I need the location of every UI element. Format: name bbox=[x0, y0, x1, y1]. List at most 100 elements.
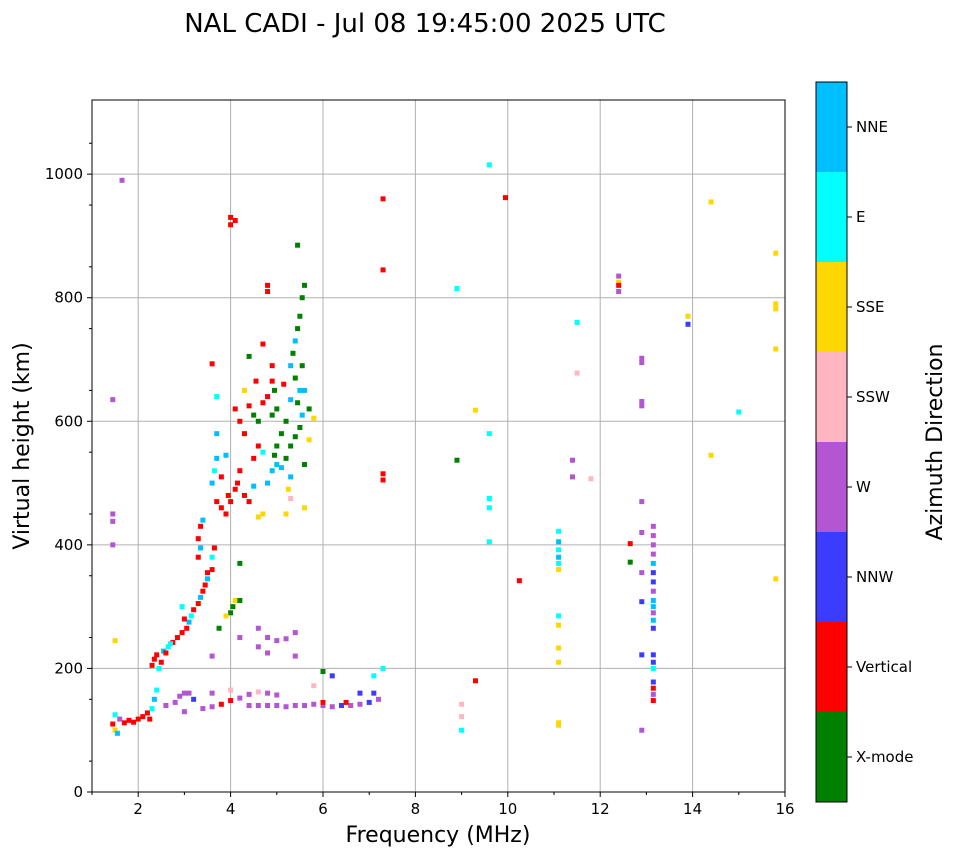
x-tick-label: 12 bbox=[591, 800, 610, 818]
echo-point bbox=[110, 721, 116, 727]
echo-point bbox=[211, 468, 217, 474]
echo-point bbox=[269, 468, 275, 474]
echo-point bbox=[251, 412, 257, 418]
echo-point bbox=[255, 689, 261, 695]
echo-point bbox=[214, 499, 220, 505]
echo-point bbox=[639, 599, 645, 605]
echo-point bbox=[265, 635, 271, 641]
echo-point bbox=[237, 597, 243, 603]
echo-point bbox=[486, 431, 492, 437]
echo-point bbox=[472, 407, 478, 413]
echo-point bbox=[375, 696, 381, 702]
x-tick-label: 10 bbox=[498, 800, 517, 818]
echo-point bbox=[556, 659, 562, 665]
echo-point bbox=[251, 483, 257, 489]
echo-point bbox=[320, 669, 326, 675]
echo-point bbox=[110, 511, 116, 517]
echo-point bbox=[265, 703, 271, 708]
echo-point bbox=[650, 625, 656, 631]
echo-point bbox=[230, 604, 236, 610]
x-tick-label: 14 bbox=[683, 800, 702, 818]
echo-point bbox=[214, 431, 220, 437]
echo-point bbox=[588, 476, 594, 482]
echo-point bbox=[650, 665, 656, 671]
echo-point bbox=[329, 673, 335, 679]
echo-point bbox=[616, 289, 622, 295]
echo-point bbox=[251, 455, 257, 461]
echo-point bbox=[265, 282, 271, 288]
echo-point bbox=[639, 399, 645, 405]
echo-point bbox=[650, 610, 656, 616]
echo-point bbox=[265, 650, 271, 656]
echo-point bbox=[131, 719, 137, 725]
echo-point bbox=[773, 306, 779, 312]
echo-point bbox=[237, 468, 243, 474]
y-axis-ticks: 0 200 400 600 800 1000 bbox=[45, 142, 92, 801]
echo-point bbox=[357, 701, 363, 707]
colorbar-label: E bbox=[856, 208, 865, 226]
echo-point bbox=[472, 678, 478, 684]
chart-title: NAL CADI - Jul 08 19:45:00 2025 UTC bbox=[184, 9, 666, 39]
echo-point bbox=[311, 701, 317, 707]
colorbar-label: SSW bbox=[856, 388, 890, 406]
echo-point bbox=[237, 635, 243, 641]
echo-point bbox=[650, 679, 656, 685]
echo-point bbox=[218, 474, 224, 480]
data-points bbox=[110, 162, 779, 736]
echo-point bbox=[556, 622, 562, 628]
echo-point bbox=[650, 588, 656, 594]
echo-point bbox=[260, 449, 266, 455]
echo-point bbox=[556, 722, 562, 728]
echo-point bbox=[627, 541, 633, 547]
echo-point bbox=[306, 406, 312, 412]
echo-point bbox=[306, 437, 312, 443]
echo-point bbox=[288, 363, 294, 369]
echo-point bbox=[218, 701, 224, 707]
echo-point bbox=[186, 690, 192, 696]
echo-point bbox=[228, 214, 234, 220]
echo-point bbox=[302, 462, 308, 468]
echo-point bbox=[174, 635, 180, 641]
echo-point bbox=[232, 406, 238, 412]
echo-point bbox=[486, 496, 492, 502]
echo-point bbox=[228, 499, 234, 505]
echo-point bbox=[223, 511, 229, 517]
colorbar-frame bbox=[815, 81, 848, 803]
colorbar-segment bbox=[816, 622, 847, 712]
echo-point bbox=[191, 696, 197, 702]
echo-point bbox=[223, 452, 229, 458]
echo-point bbox=[274, 703, 280, 708]
echo-point bbox=[269, 412, 275, 418]
echo-point bbox=[112, 727, 118, 733]
echo-point bbox=[241, 431, 247, 437]
echo-point bbox=[195, 554, 201, 560]
echo-point bbox=[288, 496, 294, 502]
echo-point bbox=[265, 690, 271, 696]
echo-point bbox=[271, 452, 277, 458]
echo-point bbox=[285, 486, 291, 492]
echo-point bbox=[650, 560, 656, 566]
echo-point bbox=[380, 267, 386, 273]
echo-point bbox=[209, 554, 215, 560]
colorbar-label: W bbox=[856, 478, 871, 496]
echo-point bbox=[292, 338, 298, 344]
colorbar-segment bbox=[816, 712, 847, 802]
echo-point bbox=[320, 699, 326, 705]
echo-point bbox=[650, 523, 656, 529]
echo-point bbox=[292, 653, 298, 659]
echo-point bbox=[292, 630, 298, 636]
echo-point bbox=[459, 727, 465, 733]
echo-point bbox=[639, 355, 645, 361]
echo-point bbox=[177, 693, 183, 699]
echo-point bbox=[299, 412, 305, 418]
echo-point bbox=[639, 360, 645, 366]
echo-point bbox=[371, 673, 377, 679]
echo-point bbox=[184, 625, 190, 631]
echo-point bbox=[188, 613, 194, 619]
echo-point bbox=[371, 690, 377, 696]
echo-point bbox=[198, 594, 204, 600]
echo-point bbox=[639, 652, 645, 658]
echo-point bbox=[380, 196, 386, 202]
echo-point bbox=[235, 480, 241, 486]
